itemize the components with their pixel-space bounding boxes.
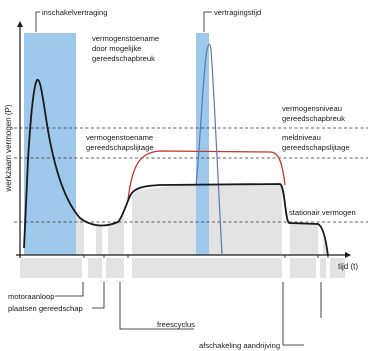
svg-text:gereedschapslijtage: gereedschapslijtage — [86, 143, 154, 152]
label-vermogensniveau-breuk: vermogensniveau gereedschapbreuk — [282, 104, 345, 123]
gray-area — [24, 92, 327, 255]
label-vermogenstoename-breuk: vermogenstoename door mogelijke gereedsc… — [92, 34, 159, 63]
svg-text:gereedschapbreuk: gereedschapbreuk — [282, 114, 345, 123]
svg-text:gereedschapslijtage: gereedschapslijtage — [282, 143, 350, 152]
callout-lines — [35, 11, 322, 346]
label-plaatsen-gereedschap: plaatsen gereedschap — [8, 304, 83, 313]
gray-gaps — [84, 184, 323, 255]
label-stationair-vermogen: stationair vermogen — [289, 208, 356, 217]
label-vertragingstijd: vertragingstijd — [214, 8, 261, 17]
vertragingstijd-band — [196, 33, 209, 255]
y-axis-label: werkzaam vermogen (P) — [4, 104, 13, 192]
svg-text:vermogensniveau: vermogensniveau — [282, 104, 342, 113]
svg-text:meldniveau: meldniveau — [282, 133, 321, 142]
label-freescyclus: freescyclus — [157, 320, 195, 329]
svg-text:vermogenstoename: vermogenstoename — [86, 133, 153, 142]
svg-text:gereedschapbreuk: gereedschapbreuk — [92, 54, 155, 63]
label-meldniveau-slijtage: meldniveau gereedschapslijtage — [282, 133, 350, 152]
x-band — [20, 258, 345, 278]
label-vermogenstoename-slijtage: vermogenstoename gereedschapslijtage — [86, 133, 154, 152]
label-motoraanloop: motoraanloop — [8, 292, 54, 301]
power-curve — [23, 79, 329, 257]
svg-text:door mogelijke: door mogelijke — [92, 44, 141, 53]
x-band-gaps — [82, 258, 330, 278]
dashed-lines — [14, 127, 368, 223]
label-afschakeling-aandrijving: afschakeling aandrijving — [199, 341, 280, 350]
x-axis-label: tijd (t) — [338, 262, 358, 271]
breakage-curve-blue — [195, 43, 223, 256]
svg-text:vermogenstoename: vermogenstoename — [92, 34, 159, 43]
label-inschakelvertraging: inschakelvertraging — [42, 8, 107, 17]
wear-curve-red — [127, 150, 286, 201]
